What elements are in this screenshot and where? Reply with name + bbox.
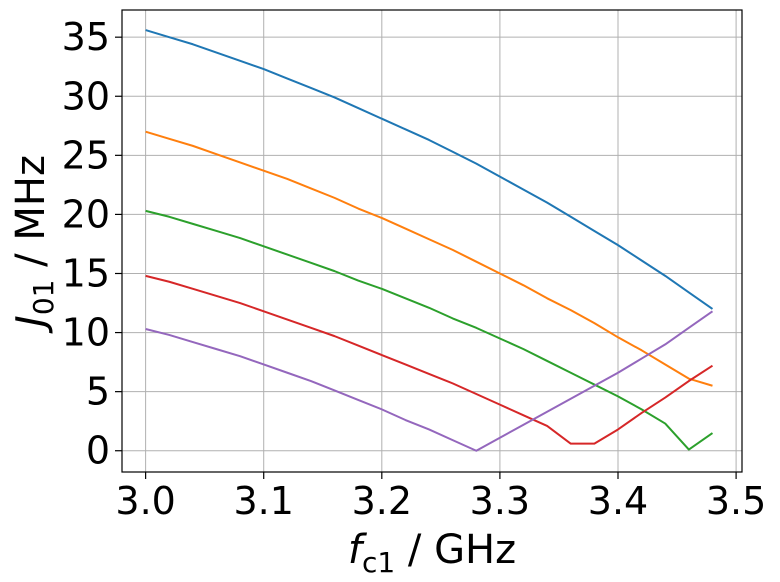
plot-frame <box>121 9 743 473</box>
y-tick-label: 15 <box>62 251 110 295</box>
series-line-1 <box>145 29 714 310</box>
x-tick-label: 3.0 <box>115 479 175 523</box>
grid-lines <box>122 10 742 472</box>
series-line-4 <box>145 274 714 445</box>
x-tick-label: 3.5 <box>706 479 766 523</box>
y-tick-label: 10 <box>62 311 110 355</box>
x-axis-label: fc1 / GHz <box>348 527 516 579</box>
y-tick-label: 25 <box>62 133 110 177</box>
y-tick-label: 20 <box>62 192 110 236</box>
x-tick-label: 3.4 <box>588 479 648 523</box>
y-axis-label: J01 / MHz <box>8 155 60 334</box>
y-tick-label: 30 <box>62 74 110 118</box>
x-tick-label: 3.1 <box>233 479 293 523</box>
series-line-5 <box>145 310 714 452</box>
series-lines <box>145 29 714 452</box>
series-line-3 <box>145 209 714 451</box>
series-line-2 <box>145 130 713 387</box>
axis-ticks: 3.0 3.1 3.2 3.3 3.4 3.5 0 5 10 15 20 25 30 35 <box>62 15 767 523</box>
y-tick-label: 35 <box>62 15 110 59</box>
y-tick-label: 5 <box>86 370 110 414</box>
x-tick-label: 3.2 <box>352 479 412 523</box>
x-tick-label: 3.3 <box>470 479 530 523</box>
y-tick-label: 0 <box>86 429 110 473</box>
